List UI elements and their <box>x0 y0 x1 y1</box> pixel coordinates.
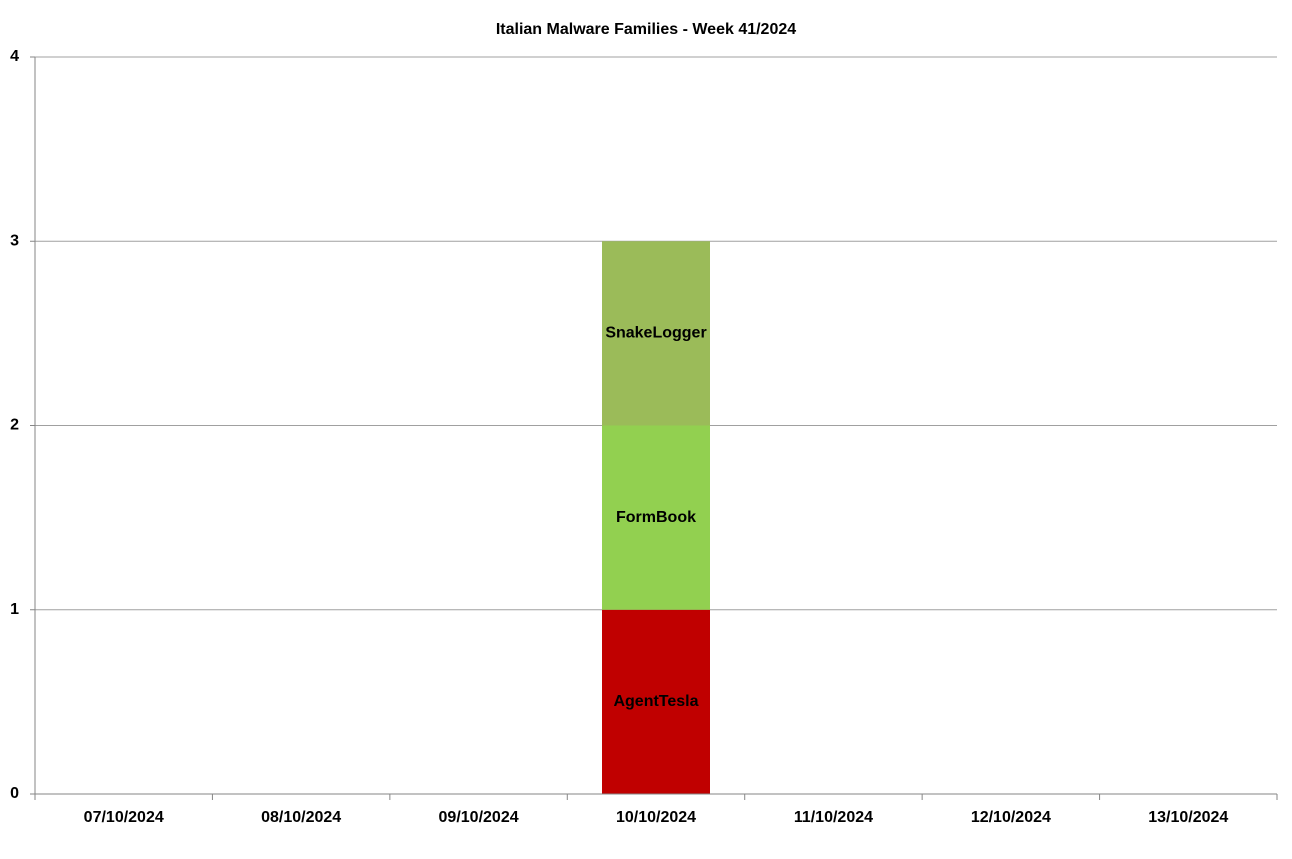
y-tick-label: 1 <box>10 601 19 618</box>
x-tick-label: 08/10/2024 <box>261 809 341 826</box>
x-tick-label: 09/10/2024 <box>439 809 519 826</box>
data-label: AgentTesla <box>613 693 698 710</box>
y-tick-label: 4 <box>10 48 19 65</box>
y-tick-label: 2 <box>10 417 19 434</box>
bar-segment <box>602 609 710 794</box>
bar-segment <box>602 425 710 610</box>
x-tick-label: 13/10/2024 <box>1148 809 1228 826</box>
x-tick-label: 12/10/2024 <box>971 809 1051 826</box>
data-label: FormBook <box>616 509 696 526</box>
y-tick-label: 3 <box>10 232 19 249</box>
x-tick-label: 11/10/2024 <box>794 809 873 826</box>
bar-segment <box>602 241 710 426</box>
y-tick-label: 0 <box>10 785 19 802</box>
x-tick-label: 07/10/2024 <box>84 809 164 826</box>
x-tick-label: 10/10/2024 <box>616 809 696 826</box>
chart-title: Italian Malware Families - Week 41/2024 <box>496 21 796 38</box>
data-label: SnakeLogger <box>605 325 706 342</box>
